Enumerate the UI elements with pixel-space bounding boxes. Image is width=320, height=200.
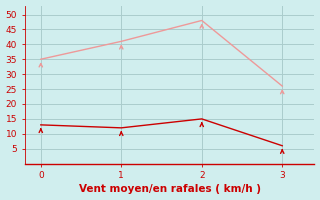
X-axis label: Vent moyen/en rafales ( km/h ): Vent moyen/en rafales ( km/h ) (79, 184, 260, 194)
